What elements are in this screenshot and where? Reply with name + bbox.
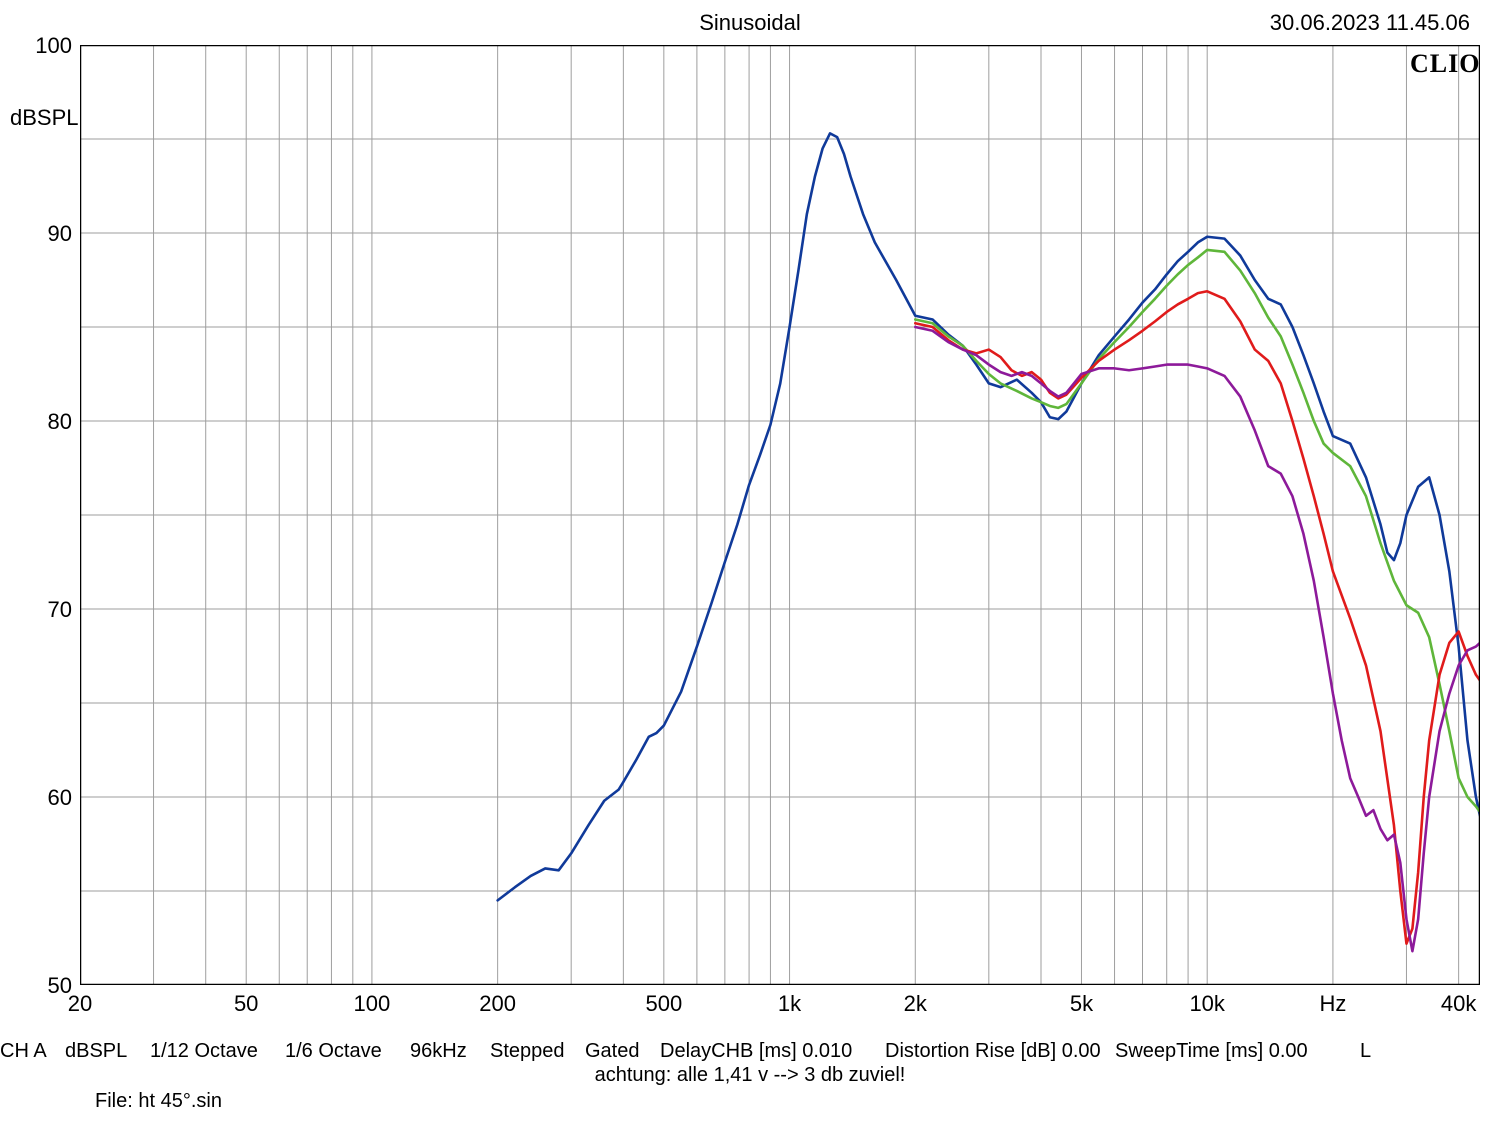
x-tick-label: 20 [68,991,92,1017]
y-axis-label: dBSPL [10,105,79,131]
footer-param: SweepTime [ms] 0.00 [1115,1040,1308,1063]
x-tick-label: 100 [354,991,391,1017]
footer-warning-row: achtung: alle 1,41 v --> 3 db zuviel! [0,1064,1500,1087]
x-tick-label: 40k [1441,991,1476,1017]
y-tick-label: 80 [12,409,72,435]
footer-param: Stepped [490,1040,565,1063]
footer-param: dBSPL [65,1040,127,1063]
footer-param: Gated [585,1040,639,1063]
footer-param: L [1360,1040,1371,1063]
footer-param: CH A [0,1040,47,1063]
x-tick-label: Hz [1319,991,1346,1017]
y-tick-label: 50 [12,973,72,999]
chart-timestamp: 30.06.2023 11.45.06 [1270,10,1470,36]
footer-param: Distortion Rise [dB] 0.00 [885,1040,1101,1063]
plot-area [80,45,1480,985]
y-tick-label: 90 [12,221,72,247]
x-tick-label: 200 [479,991,516,1017]
x-tick-label: 10k [1189,991,1224,1017]
x-tick-label: 50 [234,991,258,1017]
y-tick-label: 100 [12,33,72,59]
clio-watermark: CLIO [1410,49,1480,79]
footer-param: DelayCHB [ms] 0.010 [660,1040,852,1063]
footer-param: 1/12 Octave [150,1040,258,1063]
page-root: Sinusoidal 30.06.2023 11.45.06 dBSPL CLI… [0,0,1500,1121]
x-tick-label: 5k [1070,991,1093,1017]
y-tick-label: 70 [12,597,72,623]
y-tick-label: 60 [12,785,72,811]
footer-param: 1/6 Octave [285,1040,382,1063]
x-tick-label: 500 [645,991,682,1017]
x-tick-label: 1k [778,991,801,1017]
footer-params-row: CH A dBSPL 1/12 Octave 1/6 Octave 96kHz Stepp… [0,1040,1500,1064]
footer-param: 96kHz [410,1040,467,1063]
footer-file-row: File: ht 45°.sin [95,1090,222,1113]
x-tick-label: 2k [904,991,927,1017]
